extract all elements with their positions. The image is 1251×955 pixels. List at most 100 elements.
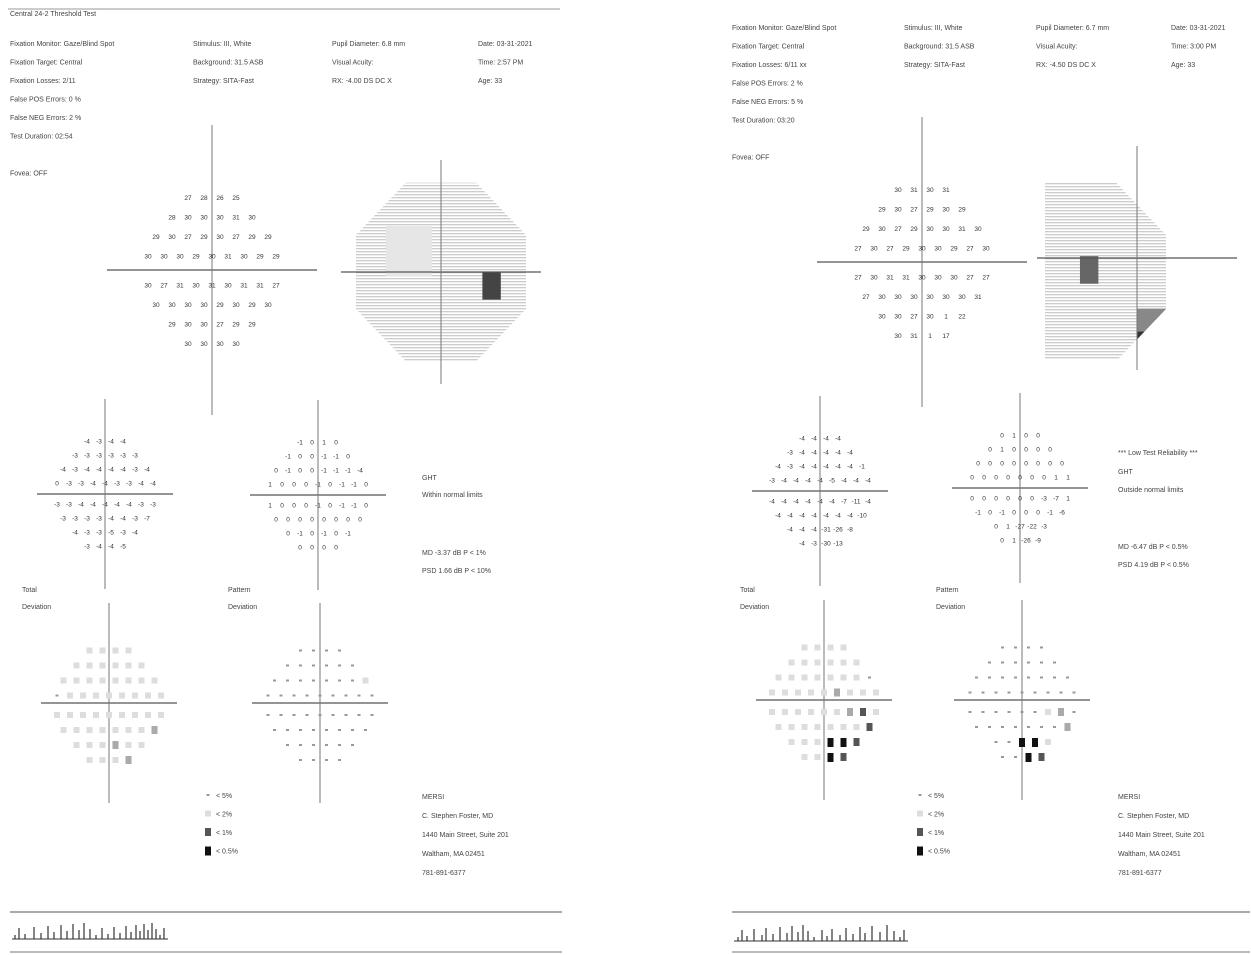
total-deviation-prob-symbol	[840, 659, 847, 666]
pattern-deviation-prob-symbol	[1053, 661, 1056, 664]
total-deviation-prob-symbol	[73, 727, 80, 733]
pattern-deviation-value: 0	[976, 461, 980, 468]
total-deviation-prob-symbol	[99, 662, 106, 669]
pattern-deviation-prob-symbol	[312, 649, 315, 652]
threshold-map-value: 30	[878, 226, 886, 233]
pattern-deviation-value: 0	[304, 482, 308, 489]
total-deviation-value: -4	[847, 464, 853, 471]
date-info-line: Time: 2:57 PM	[478, 60, 523, 67]
total-deviation-prob-symbol	[834, 688, 840, 697]
pattern-deviation-prob-symbol	[1007, 691, 1011, 694]
threshold-map-value: 31	[240, 283, 248, 290]
pattern-deviation-value: 0	[1024, 433, 1028, 440]
total-deviation-prob-symbol	[814, 739, 821, 745]
pattern-deviation-value: -1	[321, 454, 327, 461]
total-deviation-value: -3	[114, 481, 120, 488]
total-deviation-value: -13	[833, 541, 843, 548]
total-deviation-value: -3	[60, 516, 66, 523]
pattern-deviation-prob-symbol	[362, 677, 369, 684]
total-deviation-value: -1	[859, 464, 865, 471]
total-deviation-value: -4	[817, 499, 823, 506]
practice-info-line: Waltham, MA 02451	[1118, 851, 1181, 858]
threshold-map-value: 30	[184, 214, 192, 221]
total-deviation-value: -3	[96, 516, 102, 523]
pattern-deviation-value: 0	[994, 475, 998, 482]
practice-info-line: 1440 Main Street, Suite 201	[1118, 832, 1205, 839]
threshold-map-value: 30	[982, 245, 990, 252]
pattern-deviation-prob-symbol	[331, 714, 335, 716]
total-deviation-prob-symbol	[808, 689, 814, 696]
pattern-deviation-value: -26	[1021, 538, 1031, 545]
pattern-deviation-value: 0	[1030, 496, 1034, 503]
threshold-map-value: 30	[184, 322, 192, 329]
pattern-deviation-prob-symbol	[273, 729, 276, 731]
pattern-deviation-prob-symbol	[988, 676, 991, 679]
pattern-deviation-value: 1	[322, 440, 326, 447]
pattern-deviation-prob-symbol	[338, 729, 341, 731]
threshold-map-value: 30	[216, 341, 224, 348]
pattern-deviation-prob-symbol	[305, 694, 309, 697]
total-deviation-prob-symbol	[86, 647, 93, 654]
total-deviation-value: -4	[78, 502, 84, 509]
pattern-deviation-prob-symbol	[325, 759, 328, 761]
threshold-map-value: 29	[192, 253, 200, 260]
pattern-deviation-value: 0	[322, 545, 326, 552]
threshold-map-value: 27	[854, 275, 862, 282]
total-deviation-value: -31	[821, 527, 831, 534]
total-deviation-value: -4	[96, 467, 102, 474]
pattern-deviation-prob-symbol	[351, 744, 354, 746]
pattern-deviation-prob-symbol	[1001, 661, 1004, 664]
total-deviation-value: -4	[865, 478, 871, 485]
pattern-deviation-value: -1	[315, 482, 321, 489]
mean-deviation: MD -6.47 dB P < 0.5%	[1118, 544, 1188, 551]
pattern-deviation-label: Pattern	[228, 587, 251, 594]
pattern-deviation-label: Deviation	[228, 604, 257, 611]
pattern-deviation-value: 0	[994, 496, 998, 503]
total-deviation-prob-symbol	[788, 739, 795, 745]
total-deviation-value: -4	[847, 450, 853, 457]
threshold-map-value: 30	[870, 275, 878, 282]
total-deviation-value: -4	[775, 464, 781, 471]
total-deviation-prob-symbol	[99, 757, 106, 763]
pattern-deviation-value: 0	[298, 454, 302, 461]
pattern-deviation-value: -1	[297, 531, 303, 538]
date-info-line: Date: 03-31-2021	[1171, 25, 1226, 32]
pattern-deviation-prob-symbol	[1001, 726, 1004, 728]
total-deviation-value: -3	[769, 478, 775, 485]
total-deviation-prob-symbol	[847, 689, 853, 696]
grayscale-map-defect	[1079, 256, 1099, 284]
left-report-canvas: Central 24-2 Threshold Test Fixation Moni…	[8, 8, 562, 953]
total-deviation-prob-symbol	[86, 727, 93, 733]
ght-value: Outside normal limits	[1118, 487, 1184, 494]
pattern-deviation-value: 0	[364, 482, 368, 489]
total-deviation-prob-symbol	[827, 738, 834, 747]
pattern-deviation-value: -7	[1053, 496, 1059, 503]
total-deviation-value: -4	[787, 527, 793, 534]
threshold-map-value: 29	[862, 226, 870, 233]
pattern-deviation-value: -3	[1041, 496, 1047, 503]
pattern-deviation-value: 0	[1036, 447, 1040, 454]
threshold-map-value: 31	[902, 275, 910, 282]
total-deviation-prob-symbol	[54, 712, 60, 718]
pattern-deviation-prob-symbol	[1038, 753, 1045, 761]
total-deviation-prob-symbol	[80, 712, 86, 718]
pattern-deviation-prob-symbol	[1045, 709, 1051, 715]
total-deviation-prob-symbol	[112, 727, 119, 733]
pattern-deviation-value: 0	[274, 468, 278, 475]
total-deviation-value: -3	[811, 541, 817, 548]
legend-symbol	[918, 794, 922, 796]
threshold-map-value: 27	[982, 275, 990, 282]
total-deviation-prob-symbol	[814, 674, 821, 681]
total-deviation-value: -3	[787, 464, 793, 471]
total-deviation-prob-symbol	[788, 659, 795, 666]
total-deviation-prob-symbol	[73, 742, 80, 748]
reliability-info-line: Test Duration: 02:54	[10, 134, 73, 141]
reliability-info-line: Fixation Monitor: Gaze/Blind Spot	[10, 41, 114, 48]
threshold-map-value: 30	[144, 283, 152, 290]
total-deviation-value: -4	[126, 502, 132, 509]
total-deviation-prob-symbol	[86, 757, 93, 763]
grayscale-map-defect	[1169, 198, 1220, 253]
patient-info-line: Visual Acuity:	[332, 60, 374, 67]
pattern-deviation-value: 0	[310, 531, 314, 538]
pattern-deviation-label: Deviation	[936, 604, 965, 611]
